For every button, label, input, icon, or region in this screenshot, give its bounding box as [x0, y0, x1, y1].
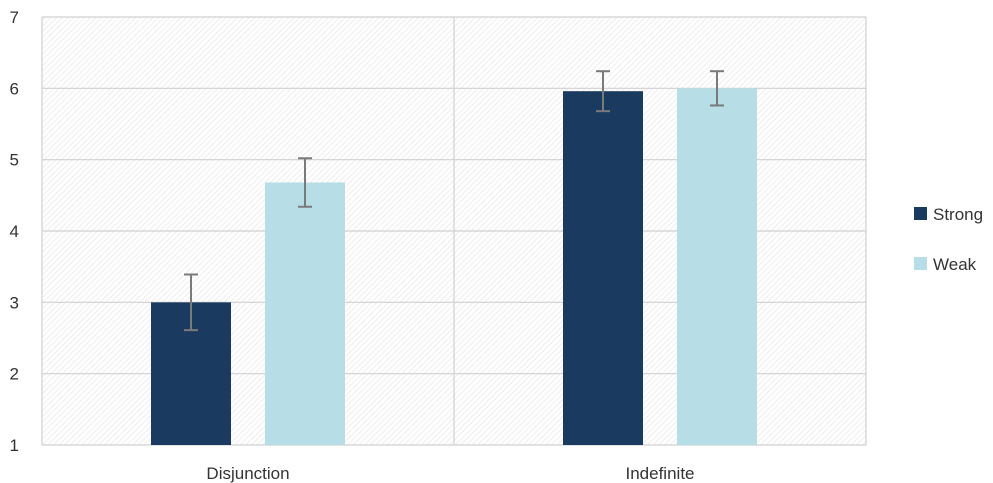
y-tick-label: 5 [10, 151, 19, 170]
y-tick-label: 2 [10, 365, 19, 384]
y-tick-label: 3 [10, 293, 19, 312]
x-category-label: Indefinite [626, 464, 695, 483]
y-tick-label: 1 [10, 436, 19, 455]
bars [151, 88, 757, 445]
y-tick-label: 7 [10, 8, 19, 27]
x-axis: Disjunction Indefinite [206, 464, 694, 483]
bar-weak-disjunction [265, 182, 345, 445]
y-axis: 1 2 3 4 5 6 7 [10, 8, 19, 455]
y-tick-label: 4 [10, 222, 19, 241]
bar-strong-indefinite [563, 91, 643, 445]
legend-label-strong: Strong [933, 205, 983, 224]
legend: Strong Weak [914, 205, 983, 274]
x-category-label: Disjunction [206, 464, 289, 483]
legend-swatch-weak [914, 257, 927, 270]
bar-weak-indefinite [677, 88, 757, 445]
y-tick-label: 6 [10, 79, 19, 98]
error-bars [184, 70, 724, 332]
legend-swatch-strong [914, 207, 927, 220]
legend-label-weak: Weak [933, 255, 977, 274]
